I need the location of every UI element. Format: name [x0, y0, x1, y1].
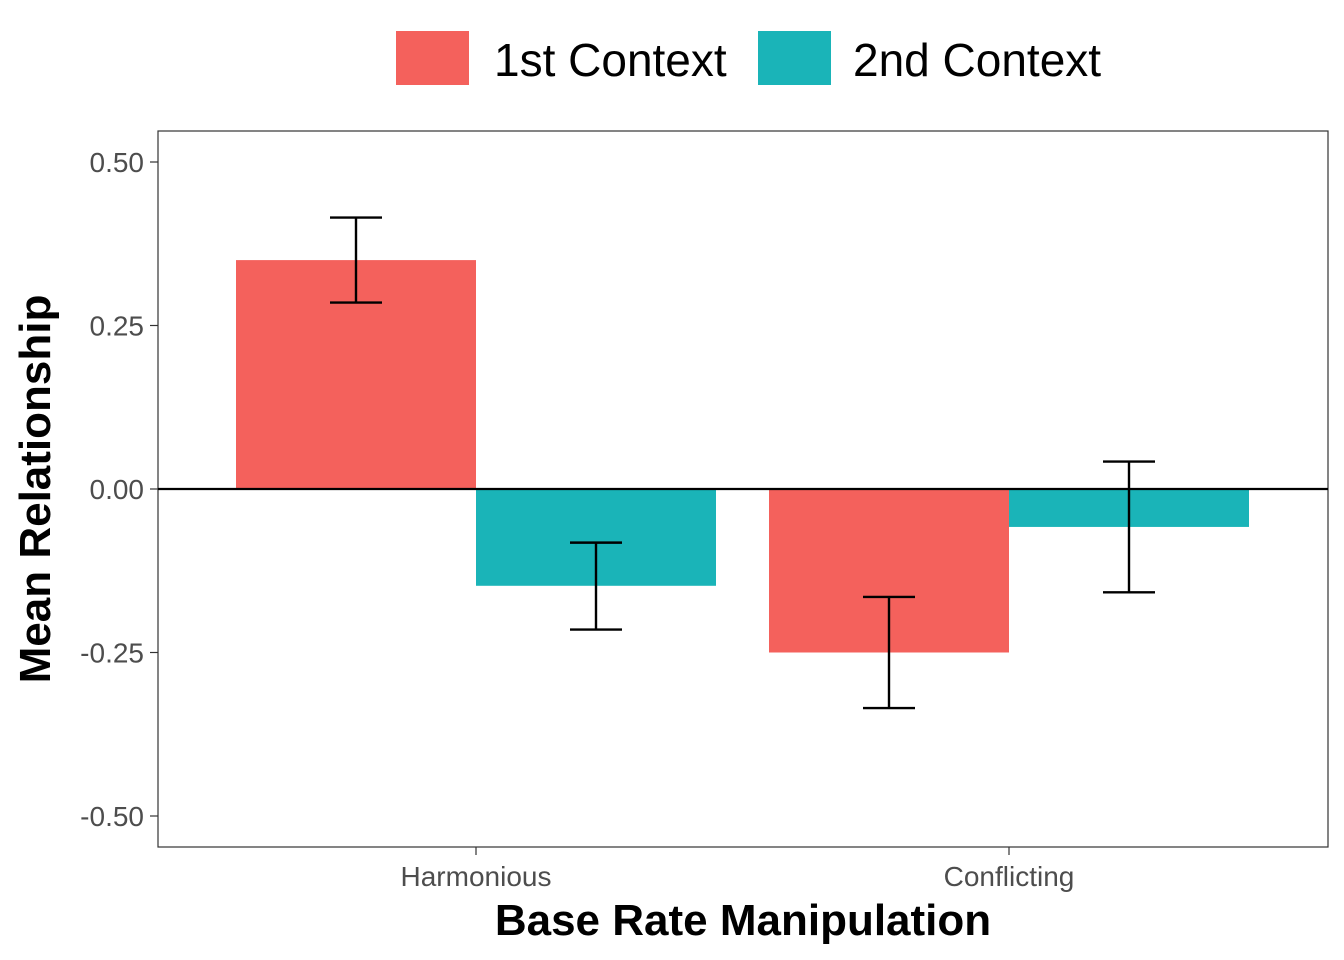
- y-tick-label: 0.25: [90, 311, 145, 342]
- y-tick-label: -0.25: [80, 638, 144, 669]
- x-tick-label-conflicting: Conflicting: [944, 861, 1075, 892]
- y-tick-label: 0.50: [90, 147, 145, 178]
- y-tick-label: 0.00: [90, 474, 145, 505]
- y-axis-title: Mean Relationship: [11, 295, 60, 684]
- legend-label-2: 2nd Context: [853, 34, 1101, 86]
- bars: [236, 260, 1249, 653]
- error-bars: [330, 216, 1155, 710]
- legend-swatch-1: [396, 31, 469, 85]
- errorbar-conflicting-series-2: [1103, 460, 1155, 594]
- errorbar-harmonious-series-1: [330, 216, 382, 304]
- errorbar-harmonious-series-2: [570, 541, 622, 631]
- legend-label-1: 1st Context: [494, 34, 727, 86]
- y-axis: 0.50 0.25 0.00 -0.25 -0.50: [80, 147, 158, 832]
- errorbar-conflicting-series-1: [863, 595, 915, 710]
- legend: 1st Context 2nd Context: [396, 31, 1101, 86]
- x-axis: Harmonious Conflicting: [401, 847, 1075, 892]
- legend-swatch-2: [758, 31, 831, 85]
- x-tick-label-harmonious: Harmonious: [401, 861, 552, 892]
- y-tick-label: -0.50: [80, 801, 144, 832]
- x-axis-title: Base Rate Manipulation: [495, 896, 991, 945]
